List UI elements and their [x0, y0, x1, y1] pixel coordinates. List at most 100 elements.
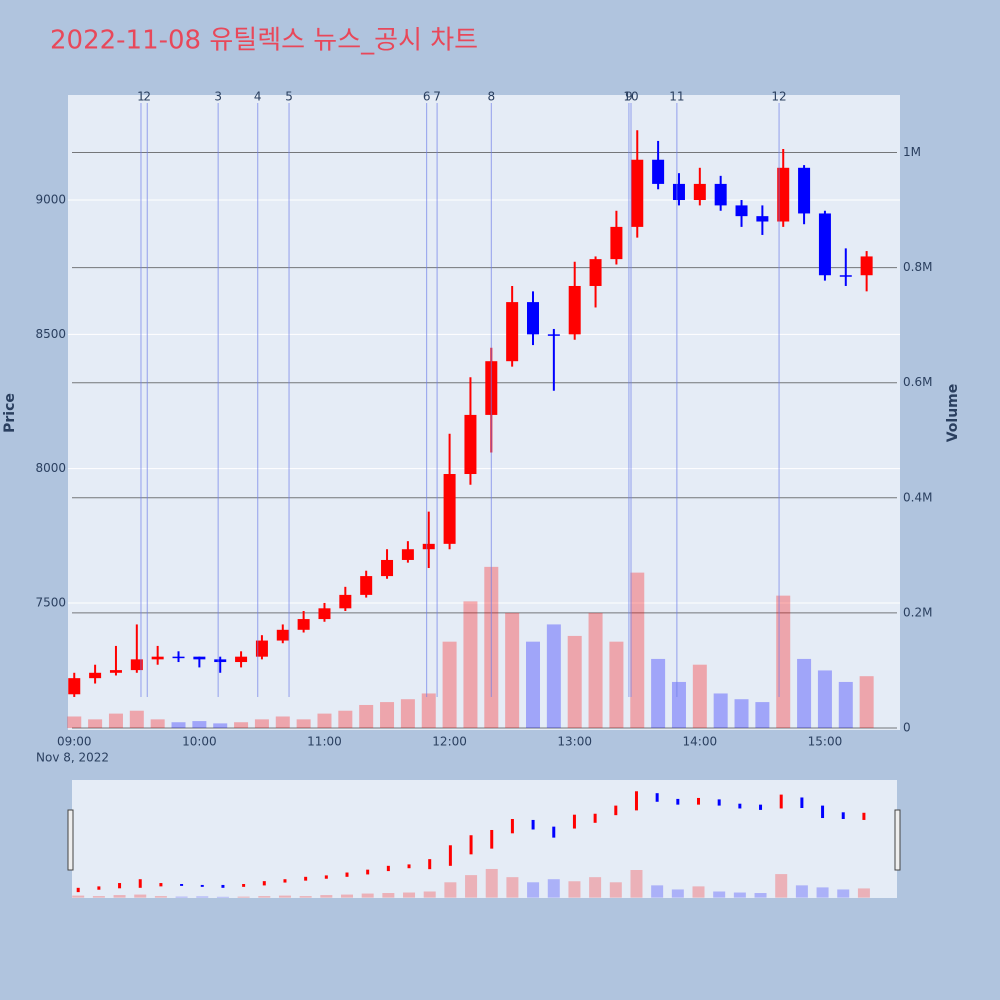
- candle-body: [568, 285, 581, 335]
- slider-volume: [671, 889, 684, 898]
- news-label: 3: [214, 90, 222, 104]
- slider-volume: [216, 896, 229, 898]
- volume-bar: [108, 713, 123, 728]
- candle-body: [756, 216, 769, 222]
- y-axis-title: Price: [2, 393, 18, 433]
- slider-volume: [341, 894, 353, 898]
- candle-body: [381, 559, 394, 577]
- candle-body: [443, 474, 456, 544]
- y2-tick-label: 1M: [903, 145, 921, 159]
- x-date-label: Nov 8, 2022: [36, 751, 109, 765]
- news-label: 12: [771, 90, 786, 104]
- candle-body: [547, 334, 560, 336]
- news-label: 4: [254, 90, 262, 104]
- plot-area: [68, 95, 900, 730]
- chart-title: 2022-11-08 유틸렉스 뉴스_공시 차트: [50, 26, 478, 56]
- slider-volume: [465, 875, 478, 898]
- y-tick-label: 8500: [35, 327, 66, 341]
- candle-body: [68, 678, 81, 695]
- slider-volume: [547, 879, 560, 898]
- volume-bar: [692, 664, 707, 728]
- candle-body: [89, 672, 102, 679]
- candle-body: [693, 183, 706, 201]
- x-tick-label: 15:00: [808, 735, 843, 749]
- candle-body: [151, 656, 164, 660]
- volume-bar: [609, 641, 624, 728]
- x-tick-label: 11:00: [307, 735, 342, 749]
- candle-body: [652, 159, 665, 184]
- candle-body: [318, 608, 331, 620]
- volume-bar: [755, 702, 770, 728]
- slider-volume: [630, 869, 643, 898]
- volume-bar: [734, 699, 749, 728]
- news-label: 10: [623, 90, 638, 104]
- volume-bar: [421, 693, 436, 728]
- candle-body: [777, 167, 790, 222]
- volume-bar: [88, 719, 103, 728]
- candle-body: [297, 619, 310, 630]
- slider-volume: [113, 895, 126, 898]
- candle-body: [255, 640, 268, 657]
- slider-volume: [506, 877, 519, 898]
- slider-volume: [258, 896, 271, 898]
- candle-body: [506, 302, 519, 362]
- volume-bar: [275, 716, 290, 728]
- candle-body: [860, 256, 873, 276]
- news-label: 8: [487, 90, 495, 104]
- y2-tick-label: 0.8M: [903, 260, 932, 274]
- volume-bar: [797, 658, 812, 728]
- volume-bar: [213, 723, 228, 728]
- slider-volume: [299, 896, 312, 898]
- slider-volume: [589, 877, 602, 898]
- range-slider[interactable]: [72, 780, 897, 898]
- slider-volume: [423, 891, 436, 898]
- slider-volume: [382, 893, 395, 898]
- slider-volume: [692, 886, 705, 898]
- slider-volume: [816, 887, 829, 898]
- volume-bar: [817, 670, 832, 728]
- slider-volume: [485, 868, 498, 898]
- volume-bar: [567, 635, 582, 728]
- candle-body: [276, 629, 289, 641]
- news-label: 6: [423, 90, 431, 104]
- news-label: 9: [625, 90, 633, 104]
- candle-body: [839, 275, 852, 277]
- x-tick-label: 13:00: [557, 735, 592, 749]
- x-tick-label: 09:00: [57, 735, 92, 749]
- y-tick-label: 9000: [35, 193, 66, 207]
- news-label: 1: [137, 90, 145, 104]
- y2-axis-title: Volume: [945, 384, 961, 443]
- slider-volume: [837, 889, 850, 898]
- slider-volume: [92, 896, 105, 898]
- volume-bar: [838, 681, 853, 728]
- volume-bar: [67, 716, 82, 728]
- x-tick-label: 12:00: [432, 735, 467, 749]
- y2-tick-label: 0: [903, 720, 911, 734]
- slider-volume: [651, 885, 664, 898]
- slider-volume: [361, 893, 374, 898]
- range-handle[interactable]: [894, 809, 901, 871]
- candle-body: [130, 659, 143, 671]
- volume-bar: [317, 713, 332, 728]
- slider-volume: [196, 896, 209, 898]
- news-label: 5: [285, 90, 293, 104]
- candle-body: [631, 159, 644, 227]
- candle-body: [464, 414, 477, 475]
- candle-body: [109, 670, 122, 673]
- volume-bar: [359, 704, 374, 728]
- candle-body: [339, 594, 352, 609]
- volume-bar: [630, 572, 645, 728]
- volume-bar: [380, 702, 395, 728]
- candle-body: [589, 259, 602, 286]
- x-tick-label: 14:00: [683, 735, 718, 749]
- candle-body: [798, 167, 811, 214]
- volume-bar: [296, 719, 311, 728]
- range-handle[interactable]: [67, 809, 74, 871]
- candle-body: [735, 205, 748, 217]
- candle-body: [193, 656, 206, 660]
- volume-bar: [171, 722, 186, 728]
- volume-bar: [651, 658, 666, 728]
- candle-body: [401, 549, 414, 560]
- slider-volume: [278, 895, 291, 898]
- slider-volume: [527, 882, 540, 898]
